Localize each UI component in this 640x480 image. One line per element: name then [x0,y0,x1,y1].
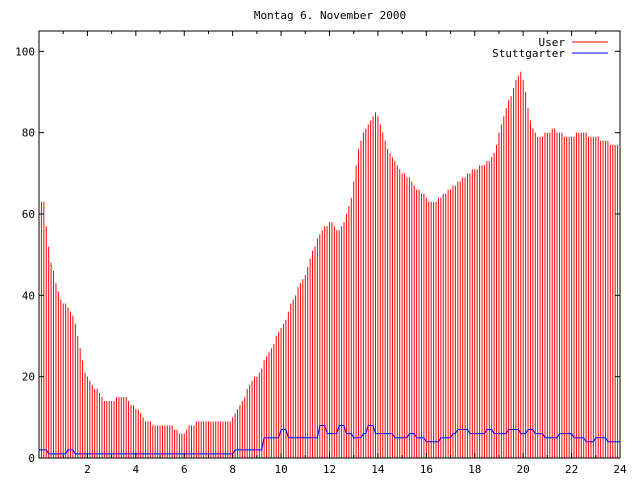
x-tick-label: 12 [323,463,336,476]
chart-title: Montag 6. November 2000 [254,9,406,22]
x-tick-label: 16 [420,463,433,476]
x-tick-label: 2 [84,463,91,476]
y-tick-label: 40 [22,289,35,302]
y-axis-ticks: 0 20 40 60 80 100 [15,45,620,465]
x-tick-label: 10 [274,463,287,476]
y-tick-label: 60 [22,208,35,221]
x-tick-label: 18 [468,463,481,476]
x-tick-label: 8 [229,463,236,476]
x-tick-label: 22 [565,463,578,476]
x-tick-label: 24 [613,463,627,476]
legend-stuttgarter-label: Stuttgarter [492,47,565,60]
x-axis-ticks: 2 4 6 8 10 12 14 16 18 20 22 24 [62,31,627,476]
x-tick-label: 14 [371,463,385,476]
stuttgarter-line [39,425,620,455]
y-tick-label: 0 [28,452,35,465]
legend-user-label: User [539,36,566,49]
x-tick-label: 20 [517,463,530,476]
legend: User Stuttgarter [492,36,608,60]
y-tick-label: 20 [22,371,35,384]
x-tick-label: 4 [133,463,140,476]
x-tick-label: 6 [181,463,188,476]
y-tick-label: 100 [15,45,35,58]
plot-frame [38,30,621,459]
plot-area [38,71,620,458]
y-tick-label: 80 [22,127,35,140]
